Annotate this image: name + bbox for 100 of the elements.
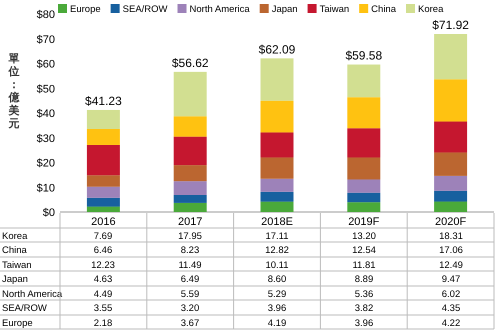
x-tick-label: 2020F bbox=[435, 216, 466, 228]
text: Korea bbox=[2, 231, 28, 242]
text: 3.67 bbox=[180, 318, 200, 329]
text: 8.89 bbox=[354, 274, 374, 285]
text: 5.36 bbox=[354, 289, 374, 300]
bar bbox=[260, 192, 294, 202]
text: Taiwan bbox=[2, 260, 32, 271]
y-tick-label: $20 bbox=[36, 158, 55, 170]
legend-label: Japan bbox=[272, 4, 298, 15]
text: 13.20 bbox=[352, 231, 376, 242]
text: 12.82 bbox=[265, 245, 289, 256]
y-tick-label: $60 bbox=[36, 58, 55, 70]
bar bbox=[347, 64, 380, 98]
text: 4.19 bbox=[268, 318, 286, 329]
bar bbox=[260, 100, 294, 132]
bar bbox=[347, 157, 380, 180]
x-tick-label: 2019F bbox=[348, 216, 380, 228]
text: 10.11 bbox=[265, 260, 289, 271]
text: 6.49 bbox=[180, 274, 200, 285]
legend-label: Taiwan bbox=[320, 4, 350, 15]
bar bbox=[434, 79, 468, 122]
bar bbox=[260, 58, 294, 101]
text: North America bbox=[2, 289, 62, 300]
bar bbox=[174, 136, 207, 166]
x-tick-label: 2017 bbox=[178, 216, 202, 228]
bar bbox=[174, 194, 207, 203]
bar bbox=[434, 190, 468, 202]
bar bbox=[86, 186, 120, 198]
text: 3.96 bbox=[354, 318, 374, 329]
text: SEA/ROW bbox=[2, 303, 47, 314]
y-tick-label: $50 bbox=[36, 83, 55, 96]
text: 18.31 bbox=[439, 231, 463, 242]
total-label: $62.09 bbox=[258, 42, 296, 56]
text: 17.95 bbox=[178, 231, 202, 242]
bar bbox=[347, 179, 380, 193]
total-label: $71.92 bbox=[432, 18, 470, 32]
bar bbox=[174, 202, 207, 212]
y-tick-label: $0 bbox=[42, 207, 55, 219]
bar bbox=[434, 176, 468, 191]
text: 5.59 bbox=[180, 289, 200, 300]
legend-label: China bbox=[371, 4, 397, 15]
text: 11.81 bbox=[352, 260, 376, 271]
bar bbox=[434, 152, 468, 176]
text: China bbox=[2, 245, 27, 256]
total-label: $41.23 bbox=[85, 94, 122, 108]
bar bbox=[86, 198, 120, 207]
bar bbox=[260, 202, 294, 212]
y-axis-title: 單位：億美元 bbox=[8, 53, 20, 130]
bar bbox=[86, 144, 120, 176]
bar bbox=[174, 116, 207, 137]
y-tick-label: $40 bbox=[36, 108, 55, 120]
bar bbox=[260, 132, 294, 158]
bar bbox=[86, 128, 120, 145]
bar bbox=[86, 110, 120, 129]
bar bbox=[347, 192, 380, 202]
text: 6.02 bbox=[442, 289, 460, 300]
bar bbox=[86, 175, 120, 187]
text: Japan bbox=[2, 274, 28, 285]
x-tick-label: 2018E bbox=[261, 216, 293, 228]
text: 4.49 bbox=[94, 289, 112, 300]
text: 3.82 bbox=[354, 303, 374, 314]
text: 2.18 bbox=[94, 318, 112, 329]
text: 12.49 bbox=[439, 260, 463, 271]
y-tick-label: $10 bbox=[36, 182, 55, 194]
text: 11.49 bbox=[178, 260, 202, 271]
total-label: $59.58 bbox=[345, 48, 382, 63]
text: 8.60 bbox=[268, 274, 286, 285]
y-tick-label: $30 bbox=[36, 132, 55, 145]
y-tick-label: $70 bbox=[36, 34, 55, 46]
text: 5.29 bbox=[268, 289, 286, 300]
bar bbox=[174, 165, 207, 182]
text: Europe bbox=[2, 318, 33, 329]
bar bbox=[434, 122, 468, 152]
bar bbox=[174, 181, 207, 195]
text: 4.63 bbox=[94, 274, 112, 285]
text: 17.06 bbox=[439, 245, 463, 256]
text: 6.46 bbox=[94, 245, 112, 256]
text: 4.22 bbox=[442, 318, 460, 329]
legend-label: Korea bbox=[418, 4, 444, 15]
text: 4.35 bbox=[442, 303, 460, 314]
bar bbox=[174, 72, 207, 116]
legend-label: North America bbox=[190, 4, 250, 15]
bar bbox=[347, 128, 380, 158]
text: 12.54 bbox=[352, 245, 376, 256]
bar bbox=[434, 202, 468, 212]
total-label: $56.62 bbox=[172, 56, 209, 70]
y-tick-label: $80 bbox=[36, 9, 55, 21]
text: 3.96 bbox=[268, 303, 286, 314]
bar bbox=[347, 97, 380, 128]
bar bbox=[260, 157, 294, 179]
text: 12.23 bbox=[91, 260, 115, 271]
legend-label: SEA/ROW bbox=[122, 4, 168, 15]
legend-label: Europe bbox=[70, 4, 101, 15]
bar bbox=[347, 202, 380, 212]
text: 8.23 bbox=[180, 245, 200, 256]
bar bbox=[434, 34, 468, 80]
bar bbox=[260, 178, 294, 192]
text: 17.11 bbox=[265, 231, 289, 242]
text: 3.55 bbox=[94, 303, 112, 314]
bar bbox=[86, 206, 120, 212]
